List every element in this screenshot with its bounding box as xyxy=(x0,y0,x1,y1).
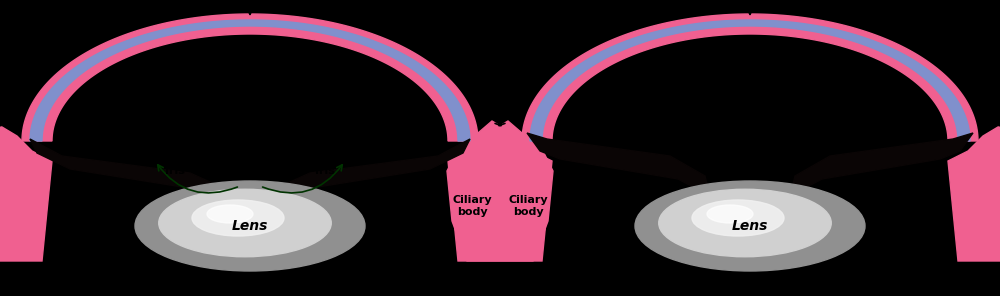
Ellipse shape xyxy=(192,200,284,236)
Polygon shape xyxy=(527,133,710,196)
Polygon shape xyxy=(522,14,978,141)
Polygon shape xyxy=(790,133,973,196)
Polygon shape xyxy=(268,139,470,206)
Ellipse shape xyxy=(207,205,253,223)
Ellipse shape xyxy=(135,181,365,271)
Polygon shape xyxy=(22,14,478,141)
Polygon shape xyxy=(447,121,552,261)
Text: Lens: Lens xyxy=(732,219,768,233)
Ellipse shape xyxy=(159,189,331,257)
Text: Ciliary
body: Ciliary body xyxy=(452,195,492,217)
Polygon shape xyxy=(448,121,553,261)
Polygon shape xyxy=(530,20,970,141)
Polygon shape xyxy=(30,139,232,206)
Ellipse shape xyxy=(707,205,753,223)
Ellipse shape xyxy=(635,181,865,271)
Text: Iris: Iris xyxy=(820,131,840,141)
Polygon shape xyxy=(0,121,52,261)
Text: Iris: Iris xyxy=(660,131,680,141)
Polygon shape xyxy=(948,121,1000,261)
Text: Iris: Iris xyxy=(165,166,185,176)
Text: Iris: Iris xyxy=(315,166,335,176)
Text: Lens: Lens xyxy=(232,219,268,233)
Ellipse shape xyxy=(659,189,831,257)
Ellipse shape xyxy=(692,200,784,236)
Text: Ciliary
body: Ciliary body xyxy=(508,195,548,217)
Polygon shape xyxy=(30,20,470,141)
